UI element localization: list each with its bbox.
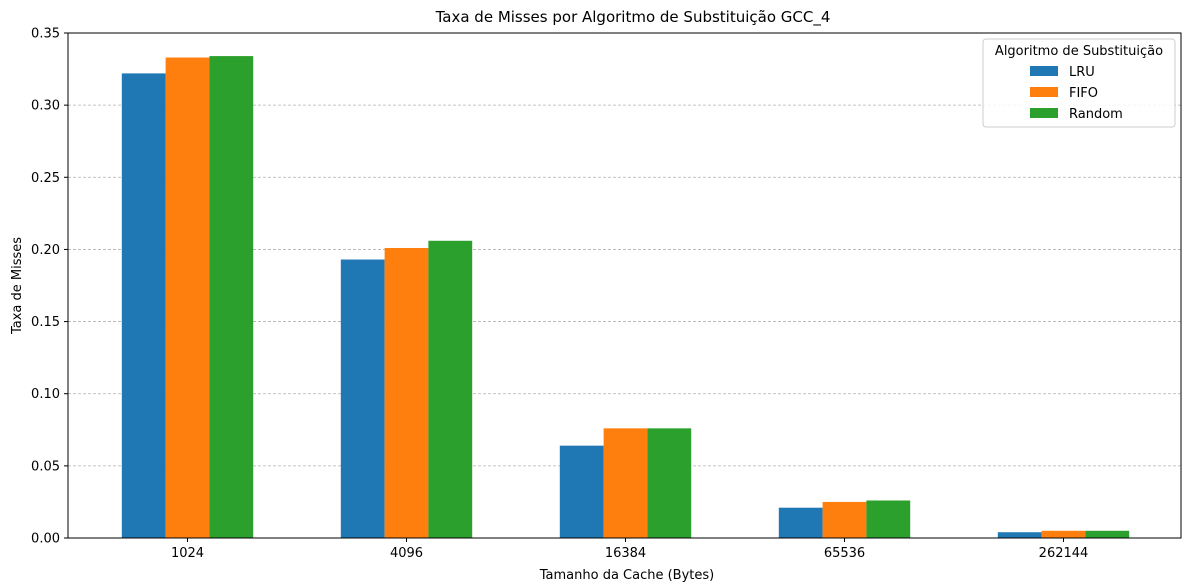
y-tick-label: 0.15 [31, 315, 60, 330]
bar-random-65536 [866, 500, 911, 538]
bar-fifo-1024 [165, 57, 210, 539]
x-tick-label: 1024 [171, 546, 204, 561]
bar-fifo-65536 [822, 501, 867, 538]
x-tick-label: 262144 [1039, 546, 1089, 561]
y-tick-label: 0.05 [31, 459, 60, 474]
bar-random-4096 [428, 240, 473, 538]
x-tick-label: 65536 [824, 546, 865, 561]
x-tick-label: 4096 [390, 546, 423, 561]
bar-lru-65536 [778, 507, 823, 538]
bar-lru-262144 [997, 532, 1042, 538]
y-tick-label: 0.30 [31, 99, 60, 114]
x-tick-label: 16384 [605, 546, 646, 561]
legend-label-lru: LRU [1069, 65, 1095, 80]
y-tick-label: 0.00 [31, 532, 60, 547]
chart-title: Taxa de Misses por Algoritmo de Substitu… [435, 8, 831, 27]
y-tick-label: 0.35 [31, 27, 60, 42]
bar-random-262144 [1085, 530, 1130, 538]
bar-random-1024 [209, 56, 254, 538]
legend-swatch-fifo [1030, 87, 1058, 97]
legend-box [982, 38, 1176, 128]
y-tick-label: 0.20 [31, 243, 60, 258]
legend-swatch-random [1030, 108, 1058, 118]
legend-items: LRU FIFO Random [1030, 65, 1123, 122]
x-axis-label: Tamanho da Cache (Bytes) [539, 568, 714, 583]
legend-title: Algoritmo de Substituição [995, 44, 1163, 59]
plot-area-frame [67, 32, 1182, 539]
bars [121, 56, 1130, 539]
bar-lru-1024 [121, 73, 166, 539]
legend-label-random: Random [1069, 107, 1123, 122]
bar-fifo-262144 [1041, 530, 1086, 538]
legend: Algoritmo de Substituição LRU FIFO Random [982, 38, 1176, 128]
bar-fifo-16384 [603, 428, 648, 538]
y-tick-label: 0.25 [31, 171, 60, 186]
legend-label-fifo: FIFO [1069, 86, 1098, 101]
bar-fifo-4096 [384, 247, 429, 538]
y-axis-label: Taxa de Misses [10, 237, 25, 335]
legend-swatch-lru [1030, 66, 1058, 76]
bar-lru-16384 [559, 445, 604, 538]
bar-random-16384 [647, 428, 692, 538]
gridlines [68, 104, 1181, 467]
axis-ticks: 0.00 0.05 0.10 0.15 0.20 0.25 0.30 0.35 1024 4096… [31, 27, 1088, 562]
bar-lru-4096 [340, 259, 385, 538]
y-tick-label: 0.10 [31, 387, 60, 402]
